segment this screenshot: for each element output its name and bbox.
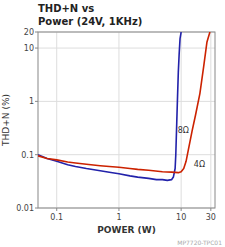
chart: 0.1 1 10 30 0.01 0.1 1 10 20 8Ω 4Ω MP7720-TPC01 THD+… — [0, 0, 225, 247]
x-tick — [56, 208, 57, 211]
annotation: 4Ω — [194, 160, 205, 169]
y-grid-line — [38, 101, 215, 102]
x-tick-label: 0.1 — [50, 213, 63, 222]
x-tick-label: 10 — [176, 213, 186, 222]
series-group — [38, 32, 210, 180]
x-grid-line — [56, 32, 57, 208]
y-grid-line — [38, 48, 215, 49]
x-grid-line — [118, 32, 119, 208]
x-grid-line — [181, 32, 182, 208]
x-grid-line — [210, 32, 211, 208]
y-tick — [35, 48, 38, 49]
y-tick-label: 20 — [24, 28, 34, 37]
y-tick — [35, 154, 38, 155]
y-grid-line — [38, 154, 215, 155]
grid — [38, 32, 215, 208]
subtitle: Power (24V, 1KHz) — [38, 16, 142, 27]
axes: 0.1 1 10 30 0.01 0.1 1 10 20 — [16, 28, 216, 222]
y-tick-label: 0.01 — [16, 204, 34, 213]
x-axis-label: POWER (W) — [97, 225, 156, 235]
y-axis-label: THD+N (%) — [1, 94, 11, 147]
y-tick — [35, 101, 38, 102]
annotations: 8Ω 4Ω MP7720-TPC01 — [177, 126, 222, 246]
y-tick — [35, 208, 38, 209]
title: THD+N vs — [38, 3, 94, 14]
series-line — [38, 32, 210, 173]
y-tick-label: 10 — [24, 44, 34, 53]
y-tick — [35, 32, 38, 33]
x-tick — [118, 208, 119, 211]
annotation: 8Ω — [178, 126, 189, 135]
x-tick — [210, 208, 211, 211]
watermark: MP7720-TPC01 — [177, 239, 222, 246]
background — [0, 0, 225, 247]
y-tick-label: 1 — [29, 97, 34, 106]
series-line — [38, 32, 181, 180]
x-tick — [181, 208, 182, 211]
plot-frame — [38, 32, 215, 208]
y-tick-label: 0.1 — [21, 151, 34, 160]
x-tick-label: 30 — [206, 213, 216, 222]
x-tick-label: 1 — [116, 213, 121, 222]
